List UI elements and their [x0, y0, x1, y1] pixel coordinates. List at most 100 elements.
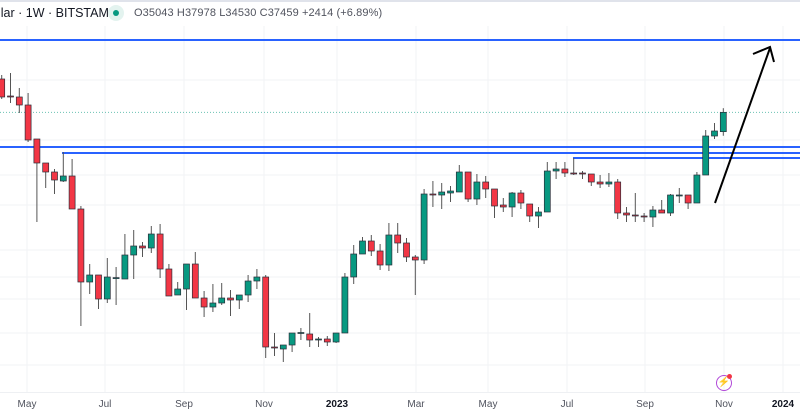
time-tick-label: 2024 — [771, 399, 795, 410]
candle-up — [675, 194, 683, 197]
candle-down — [271, 346, 278, 349]
candle-up — [279, 344, 287, 350]
candle-down — [51, 171, 58, 181]
time-tick-label: May — [478, 399, 498, 410]
candle-down — [42, 162, 50, 173]
candle-up — [183, 263, 190, 290]
time-axis-border — [0, 392, 800, 393]
candle-down — [262, 276, 270, 348]
candle-down — [306, 333, 314, 341]
time-tick-label: Jul — [560, 399, 574, 410]
candle-down — [658, 209, 666, 214]
candle-down — [464, 171, 472, 200]
candle-down — [323, 338, 331, 343]
time-tick-label: Sep — [636, 399, 654, 410]
candle-up — [455, 171, 463, 193]
candle-up — [112, 277, 120, 279]
candle-up — [473, 181, 481, 200]
candle-down — [15, 96, 23, 106]
candle-down — [429, 193, 437, 196]
candle-up — [86, 274, 94, 283]
candle-up — [438, 191, 446, 196]
candle-down — [491, 188, 498, 207]
candle-up — [693, 174, 701, 204]
candle-down — [623, 212, 630, 216]
candle-down — [579, 172, 586, 175]
candle-down — [77, 208, 85, 283]
time-tick-label: Nov — [255, 399, 273, 410]
candle-down — [227, 297, 234, 301]
candle-down — [517, 192, 525, 204]
candle-down — [640, 215, 648, 218]
candle-up — [350, 253, 358, 278]
candle-down — [33, 138, 41, 164]
time-tick-label: Nov — [715, 399, 733, 410]
candle-down — [95, 274, 102, 300]
time-tick-label: Jul — [98, 399, 112, 410]
candle-down — [165, 268, 173, 297]
candle-down — [482, 181, 490, 190]
candle-up — [315, 338, 322, 341]
candle-up — [702, 135, 710, 176]
candle-up — [288, 332, 296, 346]
candle-up — [552, 168, 560, 172]
candle-down — [614, 181, 622, 214]
candle-down — [394, 234, 402, 244]
candle-down — [526, 203, 534, 217]
candle-up — [508, 192, 516, 208]
candle-up — [359, 240, 366, 255]
candle-down — [376, 250, 384, 266]
candle-up — [209, 302, 217, 308]
candle-down — [156, 233, 164, 270]
candle-down — [0, 78, 6, 98]
time-tick-label: Mar — [407, 399, 425, 410]
candle-up — [719, 111, 727, 133]
chart-legend: llar · 1W · BITSTAMP O35043 H37978 L3453… — [0, 0, 800, 26]
time-tick-label: Sep — [175, 399, 193, 410]
candle-up — [103, 276, 111, 300]
price-chart[interactable] — [0, 0, 800, 392]
lightning-alert-icon[interactable]: ⚡ — [716, 375, 732, 391]
candle-down — [596, 181, 604, 185]
candle-up — [121, 254, 129, 280]
time-tick-label: May — [17, 399, 37, 410]
candle-up — [218, 297, 226, 304]
candle-down — [24, 104, 32, 141]
candle-up — [244, 280, 252, 296]
candle-down — [570, 172, 578, 175]
market-status-icon[interactable] — [108, 5, 124, 21]
candle-up — [420, 193, 428, 261]
candle-down — [139, 245, 146, 249]
notification-dot-icon — [727, 374, 732, 379]
candle-down — [631, 214, 639, 217]
candle-down — [7, 95, 14, 98]
candle-up — [130, 245, 138, 256]
candle-down — [561, 168, 569, 174]
candle-up — [332, 332, 340, 343]
candle-down — [499, 204, 507, 208]
symbol-title[interactable]: llar · 1W · BITSTAMP — [0, 6, 118, 20]
ohlc-values: O35043 H37978 L34530 C37459 +2414 (+6.89… — [134, 7, 383, 19]
candle-up — [649, 209, 657, 218]
candle-up — [297, 332, 305, 334]
candle-down — [403, 242, 410, 258]
candle-down — [684, 194, 692, 204]
candle-down — [68, 175, 76, 210]
candle-down — [587, 173, 595, 183]
candle-up — [447, 190, 454, 194]
candle-up — [605, 181, 613, 185]
candle-up — [385, 234, 393, 266]
candle-up — [711, 130, 718, 137]
candle-down — [367, 240, 375, 252]
time-tick-label: 2023 — [325, 399, 349, 410]
trend-arrow — [714, 47, 771, 204]
candle-down — [191, 263, 199, 299]
candle-up — [341, 276, 349, 334]
candle-up — [667, 194, 674, 214]
candle-up — [147, 233, 155, 249]
candle-up — [174, 288, 182, 296]
arrow-head-icon — [752, 45, 775, 63]
candle-up — [535, 211, 542, 217]
candle-down — [200, 297, 208, 308]
candle-up — [59, 175, 67, 182]
